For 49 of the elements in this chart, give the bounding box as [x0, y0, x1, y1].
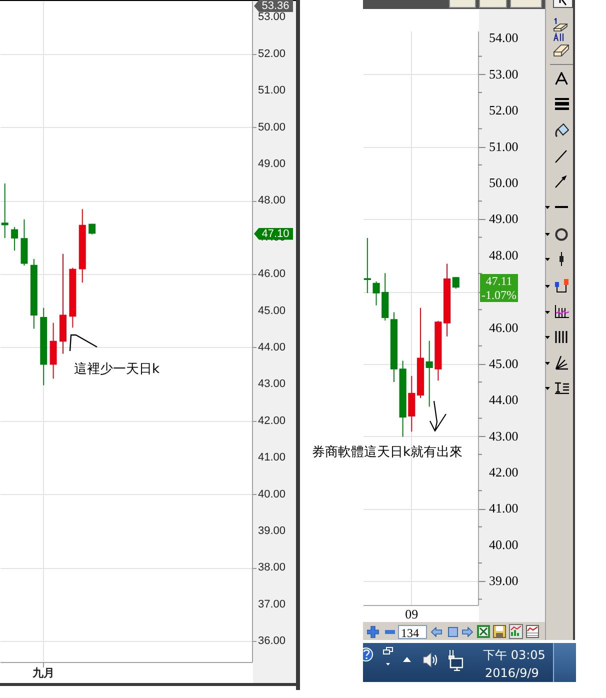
candlestick — [50, 322, 57, 380]
y-tick-label: 48.00 — [258, 194, 286, 207]
text: 134 — [401, 626, 419, 641]
y-tick-label: 40.00 — [489, 536, 518, 552]
annotation: 這裡少一天日k — [74, 361, 160, 378]
y-tick-label: 44.00 — [258, 341, 286, 354]
candlestick — [426, 340, 433, 408]
candlestick — [408, 375, 416, 432]
y-tick-label: 53.00 — [258, 11, 286, 24]
y-tick-label: 48.00 — [489, 247, 518, 262]
y-tick-label: 40.00 — [258, 488, 286, 500]
y-tick-label: 46.00 — [489, 320, 518, 335]
y-tick-label: 49.00 — [258, 158, 286, 170]
text: 2016/9/9 — [485, 666, 539, 680]
text: -1.07% — [480, 288, 518, 302]
y-tick-label: 53.00 — [489, 66, 518, 82]
y-tick-label: 51.00 — [258, 84, 286, 97]
y-tick-label: 49.00 — [489, 211, 518, 226]
y-tick-label: 41.00 — [489, 500, 518, 516]
y-tick-label: 39.00 — [489, 573, 518, 588]
text: 47.11 — [480, 274, 518, 288]
y-tick-label: 43.00 — [489, 428, 518, 444]
x-tick-label: 09 — [405, 606, 418, 622]
candlestick — [452, 276, 460, 290]
y-tick-label: 46.00 — [258, 268, 286, 280]
candlestick — [1, 182, 8, 239]
y-tick-label: 50.00 — [258, 121, 286, 134]
annotation: 53.36 — [254, 0, 293, 12]
y-tick-label: 42.00 — [258, 414, 286, 427]
text: 下午 03:05 — [483, 647, 546, 664]
y-tick-label: 52.00 — [489, 102, 518, 118]
y-tick-label: 44.00 — [489, 392, 518, 408]
y-tick-label: 42.00 — [489, 464, 518, 480]
y-tick-label: 43.00 — [258, 378, 286, 390]
candlestick — [11, 226, 18, 252]
y-tick-label: 54.00 — [489, 30, 518, 46]
x-tick-label: 九月 — [32, 666, 55, 680]
y-tick-label: 38.00 — [258, 562, 286, 574]
y-tick-label: 51.00 — [489, 138, 518, 154]
y-tick-label: 37.00 — [258, 598, 286, 610]
y-tick-label: 39.00 — [258, 524, 286, 537]
y-tick-label: 52.00 — [258, 48, 286, 60]
y-tick-label: 50.00 — [489, 175, 518, 190]
y-tick-label: 45.00 — [258, 304, 286, 317]
y-tick-label: 36.00 — [258, 635, 286, 648]
annotation: 券商軟體這天日k就有出來 — [312, 444, 463, 461]
candlestick — [364, 238, 371, 294]
y-tick-label: 41.00 — [258, 452, 286, 464]
y-tick-label: 45.00 — [489, 356, 518, 371]
